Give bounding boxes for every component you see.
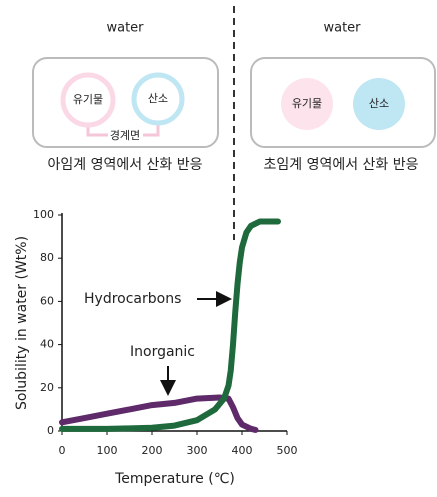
figure: water 유기물 산소 경계면 아임계 영역에서 산화 반응 water 유기… bbox=[0, 0, 437, 493]
organic-label: 유기물 bbox=[73, 93, 103, 106]
y-tick-label: 0 bbox=[47, 424, 54, 437]
y-tick-label: 40 bbox=[40, 338, 54, 351]
oxygen-label: 산소 bbox=[148, 92, 168, 105]
y-axis-label: Solubility in water (Wt%) bbox=[14, 236, 30, 410]
caption: 아임계 영역에서 산화 반응 bbox=[47, 157, 202, 173]
oxygen-label: 산소 bbox=[369, 97, 389, 110]
y-tick-label: 100 bbox=[33, 208, 54, 221]
x-tick-label: 0 bbox=[59, 444, 66, 457]
panel-box bbox=[251, 58, 435, 147]
x-tick-label: 400 bbox=[232, 444, 253, 457]
x-tick-label: 100 bbox=[97, 444, 118, 457]
organic-label: 유기물 bbox=[292, 97, 322, 110]
caption: 초임계 영역에서 산화 반응 bbox=[263, 157, 418, 173]
x-tick-label: 500 bbox=[277, 444, 298, 457]
y-tick-label: 20 bbox=[40, 381, 54, 394]
water-label: water bbox=[323, 21, 361, 36]
x-axis-label: Temperature (℃) bbox=[114, 471, 235, 487]
series-line bbox=[62, 221, 278, 428]
interface-label: 경계면 bbox=[110, 129, 140, 142]
water-label: water bbox=[106, 21, 144, 36]
annotation: Inorganic bbox=[130, 344, 195, 360]
x-tick-label: 200 bbox=[142, 444, 163, 457]
y-tick-label: 60 bbox=[40, 294, 54, 307]
x-tick-label: 300 bbox=[187, 444, 208, 457]
annotation: Hydrocarbons bbox=[84, 291, 181, 307]
y-tick-label: 80 bbox=[40, 251, 54, 264]
